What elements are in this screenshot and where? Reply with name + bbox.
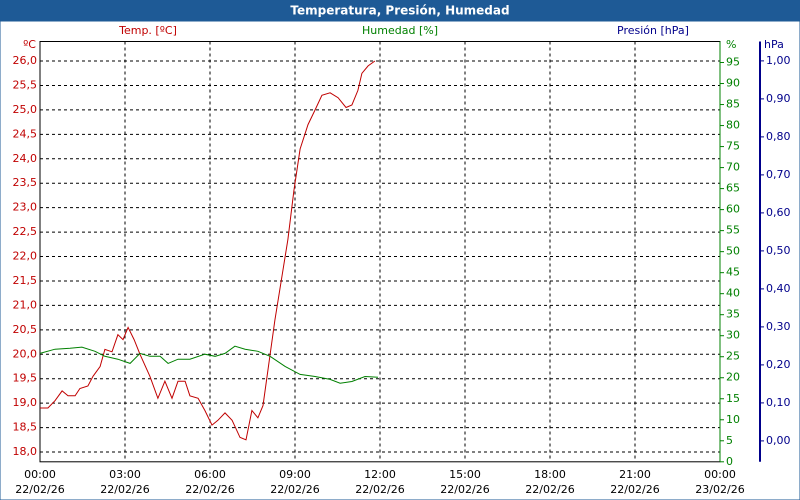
y2-tick-label: 20 xyxy=(726,371,740,384)
y-tick-label: 25,5 xyxy=(13,78,38,91)
y-tick-label: 23,5 xyxy=(13,176,38,189)
series-line xyxy=(40,60,376,441)
x-tick-date: 22/02/26 xyxy=(100,483,149,496)
x-tick-date: 22/02/26 xyxy=(270,483,319,496)
y2-unit: % xyxy=(726,38,736,51)
y3-tick-label: 0,70 xyxy=(766,168,791,181)
legend-label: Temp. [ºC] xyxy=(118,24,177,37)
y2-tick-label: 95 xyxy=(726,56,740,69)
y2-tick-label: 70 xyxy=(726,161,740,174)
y-tick-label: 20,0 xyxy=(13,347,38,360)
x-tick-date: 22/02/26 xyxy=(185,483,234,496)
y2-tick-label: 40 xyxy=(726,287,740,300)
y3-tick-label: 0,00 xyxy=(766,434,791,447)
x-tick-date: 22/02/26 xyxy=(15,483,64,496)
x-tick-date: 22/02/26 xyxy=(525,483,574,496)
y2-tick-label: 35 xyxy=(726,308,740,321)
y-tick-label: 22,5 xyxy=(13,225,38,238)
y2-tick-label: 45 xyxy=(726,266,740,279)
y-tick-label: 18,0 xyxy=(13,445,38,458)
y2-tick-label: 10 xyxy=(726,413,740,426)
legend-label: Humedad [%] xyxy=(362,24,438,37)
y3-tick-label: 0,10 xyxy=(766,396,791,409)
y-tick-label: 24,0 xyxy=(13,152,38,165)
y-tick-label: 19,5 xyxy=(13,372,38,385)
y2-tick-label: 90 xyxy=(726,77,740,90)
y-tick-label: 24,5 xyxy=(13,127,38,140)
x-tick-label: 18:00 xyxy=(534,468,566,481)
y2-tick-label: 85 xyxy=(726,98,740,111)
y3-tick-label: 0,30 xyxy=(766,320,791,333)
title-bar xyxy=(0,0,800,21)
y3-label: Presión [hPa] xyxy=(617,24,689,37)
x-tick-label: 06:00 xyxy=(194,468,226,481)
x-tick-date: 23/02/26 xyxy=(695,483,744,496)
y-unit: ºC xyxy=(23,38,36,51)
frame xyxy=(0,20,800,500)
x-tick-label: 03:00 xyxy=(109,468,141,481)
x-tick-label: 00:00 xyxy=(704,468,736,481)
chart-title: Temperatura, Presión, Humedad xyxy=(290,4,509,18)
x-tick-label: 12:00 xyxy=(364,468,396,481)
x-tick-label: 09:00 xyxy=(279,468,311,481)
y-tick-label: 21,0 xyxy=(13,298,38,311)
y3-tick-label: 0,80 xyxy=(766,130,791,143)
y2-tick-label: 55 xyxy=(726,224,740,237)
x-tick-label: 15:00 xyxy=(449,468,481,481)
y-tick-label: 18,5 xyxy=(13,421,38,434)
y-tick-label: 23,0 xyxy=(13,201,38,214)
x-tick-date: 22/02/26 xyxy=(610,483,659,496)
y3-tick-label: 0,40 xyxy=(766,282,791,295)
x-tick-label: 00:00 xyxy=(24,468,56,481)
y2-tick-label: 75 xyxy=(726,140,740,153)
y2-tick-label: 80 xyxy=(726,119,740,132)
y3-unit: hPa xyxy=(764,38,784,51)
y2-tick-label: 30 xyxy=(726,329,740,342)
y-tick-label: 19,0 xyxy=(13,396,38,409)
y-tick-label: 22,0 xyxy=(13,250,38,263)
y2-tick-label: 0 xyxy=(726,455,733,468)
y2-tick-label: 5 xyxy=(726,434,733,447)
y3-tick-label: 0,20 xyxy=(766,358,791,371)
y2-tick-label: 15 xyxy=(726,392,740,405)
y-tick-label: 25,0 xyxy=(13,103,38,116)
y3-tick-label: 0,60 xyxy=(766,206,791,219)
series-line xyxy=(39,345,379,384)
y-tick-label: 21,5 xyxy=(13,274,38,287)
y-tick-label: 26,0 xyxy=(13,54,38,67)
x-tick-label: 21:00 xyxy=(619,468,651,481)
x-tick-date: 22/02/26 xyxy=(440,483,489,496)
y2-tick-label: 50 xyxy=(726,245,740,258)
y3-tick-label: 1,00 xyxy=(766,54,791,67)
y2-tick-label: 60 xyxy=(726,203,740,216)
y-tick-label: 20,5 xyxy=(13,323,38,336)
y2-tick-label: 25 xyxy=(726,350,740,363)
y3-tick-label: 0,50 xyxy=(766,244,791,257)
x-tick-date: 22/02/26 xyxy=(355,483,404,496)
y3-tick-label: 0,90 xyxy=(766,92,791,105)
y2-tick-label: 65 xyxy=(726,182,740,195)
